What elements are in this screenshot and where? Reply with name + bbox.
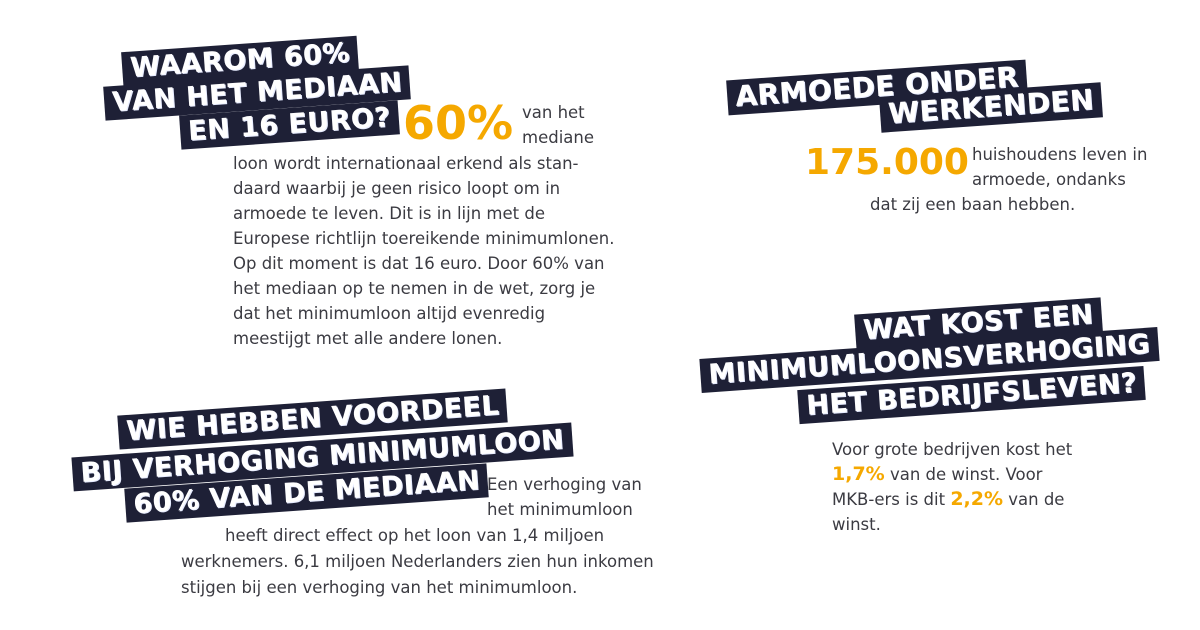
body-paragraph: dat zij een baan hebben. — [870, 192, 1075, 217]
stat-1-7-percent: 1,7% — [832, 463, 885, 485]
body-line: meestijgt met alle andere lonen. — [233, 329, 503, 348]
body-line: armoede te leven. Dit is in lijn met de — [233, 204, 545, 223]
side-line: het minimumloon — [487, 500, 633, 519]
stat-175000: 175.000 — [805, 142, 969, 183]
side-line: Een verhoging van — [487, 475, 642, 494]
body-line: Europese richtlijn toereikende minimumlo… — [233, 229, 615, 248]
body-line: dat het minimumloon altijd evenredig — [233, 304, 546, 323]
caption-line: mediane — [522, 128, 595, 147]
stat-caption: van het mediane — [522, 100, 594, 150]
stat-caption: huishoudens leven in armoede, ondanks — [972, 142, 1147, 192]
stat-2-2-percent: 2,2% — [950, 488, 1004, 510]
side-text: Een verhoging van het minimumloon — [487, 472, 642, 522]
caption-line: armoede, ondanks — [972, 170, 1126, 189]
caption-line: van het — [522, 103, 585, 122]
body-paragraph: Voor grote bedrijven kost het 1,7% van d… — [832, 437, 1072, 537]
body-line: daard waarbij je geen risico loopt om in — [233, 179, 561, 198]
text-span: van de — [1003, 490, 1065, 509]
text-span: MKB-ers is dit — [832, 490, 951, 509]
body-line: dat zij een baan hebben. — [870, 195, 1076, 214]
body-line: 1,7% van de winst. Voor — [832, 462, 1072, 487]
body-line: stijgen bij een verhoging van het minimu… — [181, 578, 578, 597]
body-line: Op dit moment is dat 16 euro. Door 60% v… — [233, 254, 605, 273]
caption-line: huishoudens leven in — [972, 145, 1148, 164]
body-line: loon wordt internationaal erkend als sta… — [233, 154, 579, 173]
body-line: het mediaan op te nemen in de wet, zorg … — [233, 279, 596, 298]
body-line: MKB-ers is dit 2,2% van de — [832, 487, 1072, 512]
body-line: winst. — [832, 515, 881, 534]
text-span: van de winst. Voor — [884, 465, 1043, 484]
body-line: heeft direct effect op het loon van 1,4 … — [225, 526, 605, 545]
body-line: werknemers. 6,1 miljoen Nederlanders zie… — [181, 552, 654, 571]
body-line: Voor grote bedrijven kost het — [832, 440, 1073, 459]
body-paragraph: loon wordt internationaal erkend als sta… — [233, 151, 614, 351]
stat-60-percent: 60% — [403, 96, 514, 150]
